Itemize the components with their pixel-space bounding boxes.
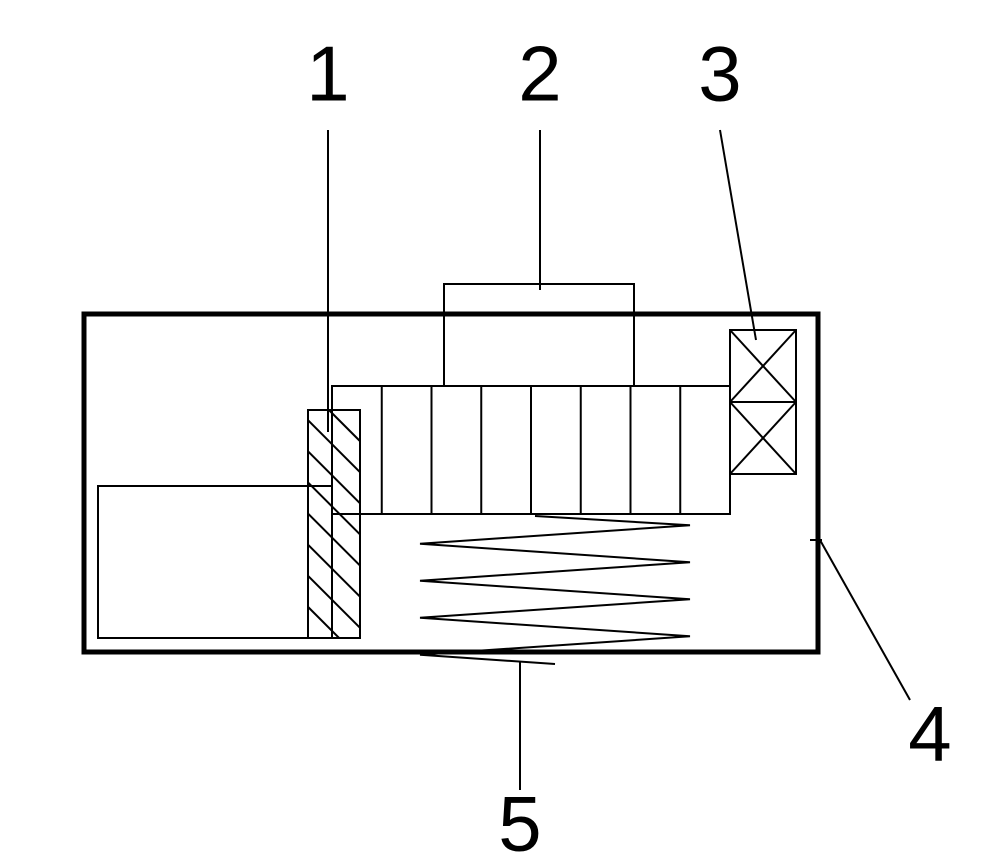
label-4: 4 — [908, 690, 951, 778]
hatch-line — [308, 576, 360, 628]
technical-diagram: 1 2 3 4 5 — [0, 0, 1000, 867]
top_box — [444, 284, 634, 386]
label-5: 5 — [498, 780, 541, 867]
hatch-line — [308, 482, 360, 534]
inner_left_box — [98, 486, 332, 638]
hatch-line — [308, 607, 339, 638]
label-1: 1 — [306, 30, 349, 118]
leader-line-3 — [720, 130, 756, 340]
hatch-line — [308, 514, 360, 566]
leader-line-4 — [820, 540, 910, 700]
hatch-line — [329, 410, 360, 441]
hatch-line — [308, 545, 360, 597]
spring — [420, 516, 690, 664]
label-3: 3 — [698, 30, 741, 118]
label-2: 2 — [518, 30, 561, 118]
outer_box — [84, 314, 818, 652]
hatch-line — [308, 420, 360, 472]
hatch-line — [308, 451, 360, 503]
hatch_box — [308, 410, 360, 638]
